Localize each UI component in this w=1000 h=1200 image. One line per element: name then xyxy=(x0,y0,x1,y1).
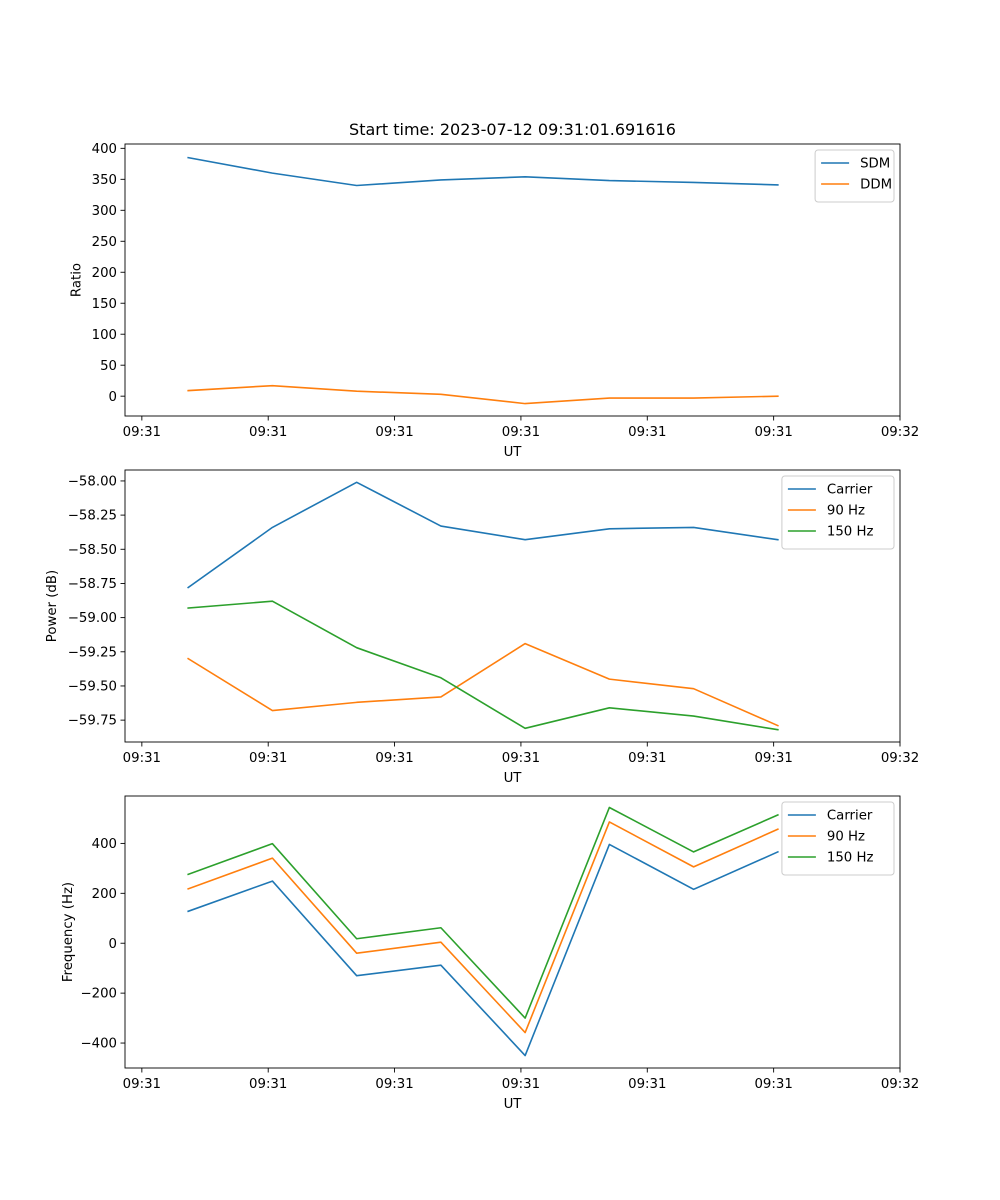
x-tick-label: 09:32 xyxy=(881,1077,919,1092)
y-tick-label: −58.50 xyxy=(68,543,117,558)
series-line-150-hz xyxy=(187,600,779,731)
legend-label: 150 Hz xyxy=(827,851,874,866)
y-axis-label: Power (dB) xyxy=(45,570,60,642)
chart-1: Start time: 2023-07-12 09:31:01.691616 09… xyxy=(69,120,919,460)
x-tick-label: 09:31 xyxy=(249,751,287,766)
y-tick-label: 400 xyxy=(92,142,117,157)
x-tick-label: 09:31 xyxy=(249,425,287,440)
x-tick-label: 09:31 xyxy=(123,751,161,766)
x-tick-label: 09:31 xyxy=(375,425,413,440)
plot-frame xyxy=(124,795,901,1069)
x-axis-label: UT xyxy=(504,445,523,460)
y-tick-label: 300 xyxy=(92,204,117,219)
y-tick-label: 250 xyxy=(92,235,117,250)
y-tick-label: 350 xyxy=(92,173,117,188)
x-tick-label: 09:31 xyxy=(628,751,666,766)
series-line-sdm xyxy=(187,156,779,187)
legend-label: DDM xyxy=(860,178,892,193)
x-tick-label: 09:31 xyxy=(123,1077,161,1092)
x-tick-label: 09:31 xyxy=(502,1077,540,1092)
y-tick-label: 100 xyxy=(92,328,117,343)
x-axis-label: UT xyxy=(504,771,523,786)
y-tick-label: −58.25 xyxy=(68,509,117,524)
x-tick-label: 09:31 xyxy=(754,1077,792,1092)
series-line-90-hz xyxy=(187,642,779,727)
legend-label: 150 Hz xyxy=(827,525,874,540)
legend-label: SDM xyxy=(860,157,890,172)
legend: SDM DDM xyxy=(814,149,895,203)
chart-3: 09:31 09:31 09:31 09:31 09:31 09:31 09:32 400 20… xyxy=(61,795,919,1112)
y-tick-label: 200 xyxy=(92,887,117,902)
series-line-carrier xyxy=(187,843,779,1057)
y-tick-label: −59.00 xyxy=(68,611,117,626)
legend-label: Carrier xyxy=(827,483,873,498)
x-tick-label: 09:31 xyxy=(249,1077,287,1092)
y-tick-label: 50 xyxy=(100,359,117,374)
y-tick-label: 150 xyxy=(92,297,117,312)
chart-2: 09:31 09:31 09:31 09:31 09:31 09:31 09:32 −58.0… xyxy=(45,469,919,786)
y-axis-label: Frequency (Hz) xyxy=(61,882,76,982)
y-axis-label: Ratio xyxy=(69,263,84,297)
y-tick-label: −200 xyxy=(80,987,117,1002)
x-tick-label: 09:32 xyxy=(881,751,919,766)
plot-frame xyxy=(124,469,901,743)
y-tick-label: 400 xyxy=(92,837,117,852)
y-tick-label: 200 xyxy=(92,266,117,281)
x-tick-label: 09:31 xyxy=(375,751,413,766)
y-tick-label: −59.25 xyxy=(68,645,117,660)
x-tick-label: 09:32 xyxy=(881,425,919,440)
series-line-150-hz xyxy=(187,806,779,1019)
x-tick-label: 09:31 xyxy=(123,425,161,440)
legend-label: Carrier xyxy=(827,809,873,824)
y-tick-label: −400 xyxy=(80,1037,117,1052)
legend-label: 90 Hz xyxy=(827,504,865,519)
series-line-ddm xyxy=(187,384,779,405)
x-tick-label: 09:31 xyxy=(754,425,792,440)
chart-title: Start time: 2023-07-12 09:31:01.691616 xyxy=(349,120,676,139)
y-tick-label: 0 xyxy=(109,390,117,405)
series-line-carrier xyxy=(187,481,779,589)
y-tick-label: −59.75 xyxy=(68,714,117,729)
y-tick-label: −59.50 xyxy=(68,680,117,695)
x-axis-label: UT xyxy=(504,1097,523,1112)
plot-frame xyxy=(124,143,901,417)
x-tick-label: 09:31 xyxy=(628,425,666,440)
x-tick-label: 09:31 xyxy=(628,1077,666,1092)
x-tick-label: 09:31 xyxy=(502,751,540,766)
y-tick-label: −58.00 xyxy=(68,475,117,490)
x-tick-label: 09:31 xyxy=(502,425,540,440)
legend-label: 90 Hz xyxy=(827,830,865,845)
legend: Carrier 90 Hz 150 Hz xyxy=(781,801,895,876)
legend: Carrier 90 Hz 150 Hz xyxy=(781,475,895,550)
x-tick-label: 09:31 xyxy=(375,1077,413,1092)
x-tick-label: 09:31 xyxy=(754,751,792,766)
series-line-90-hz xyxy=(187,821,779,1034)
y-tick-label: −58.75 xyxy=(68,577,117,592)
y-tick-label: 0 xyxy=(109,937,117,952)
